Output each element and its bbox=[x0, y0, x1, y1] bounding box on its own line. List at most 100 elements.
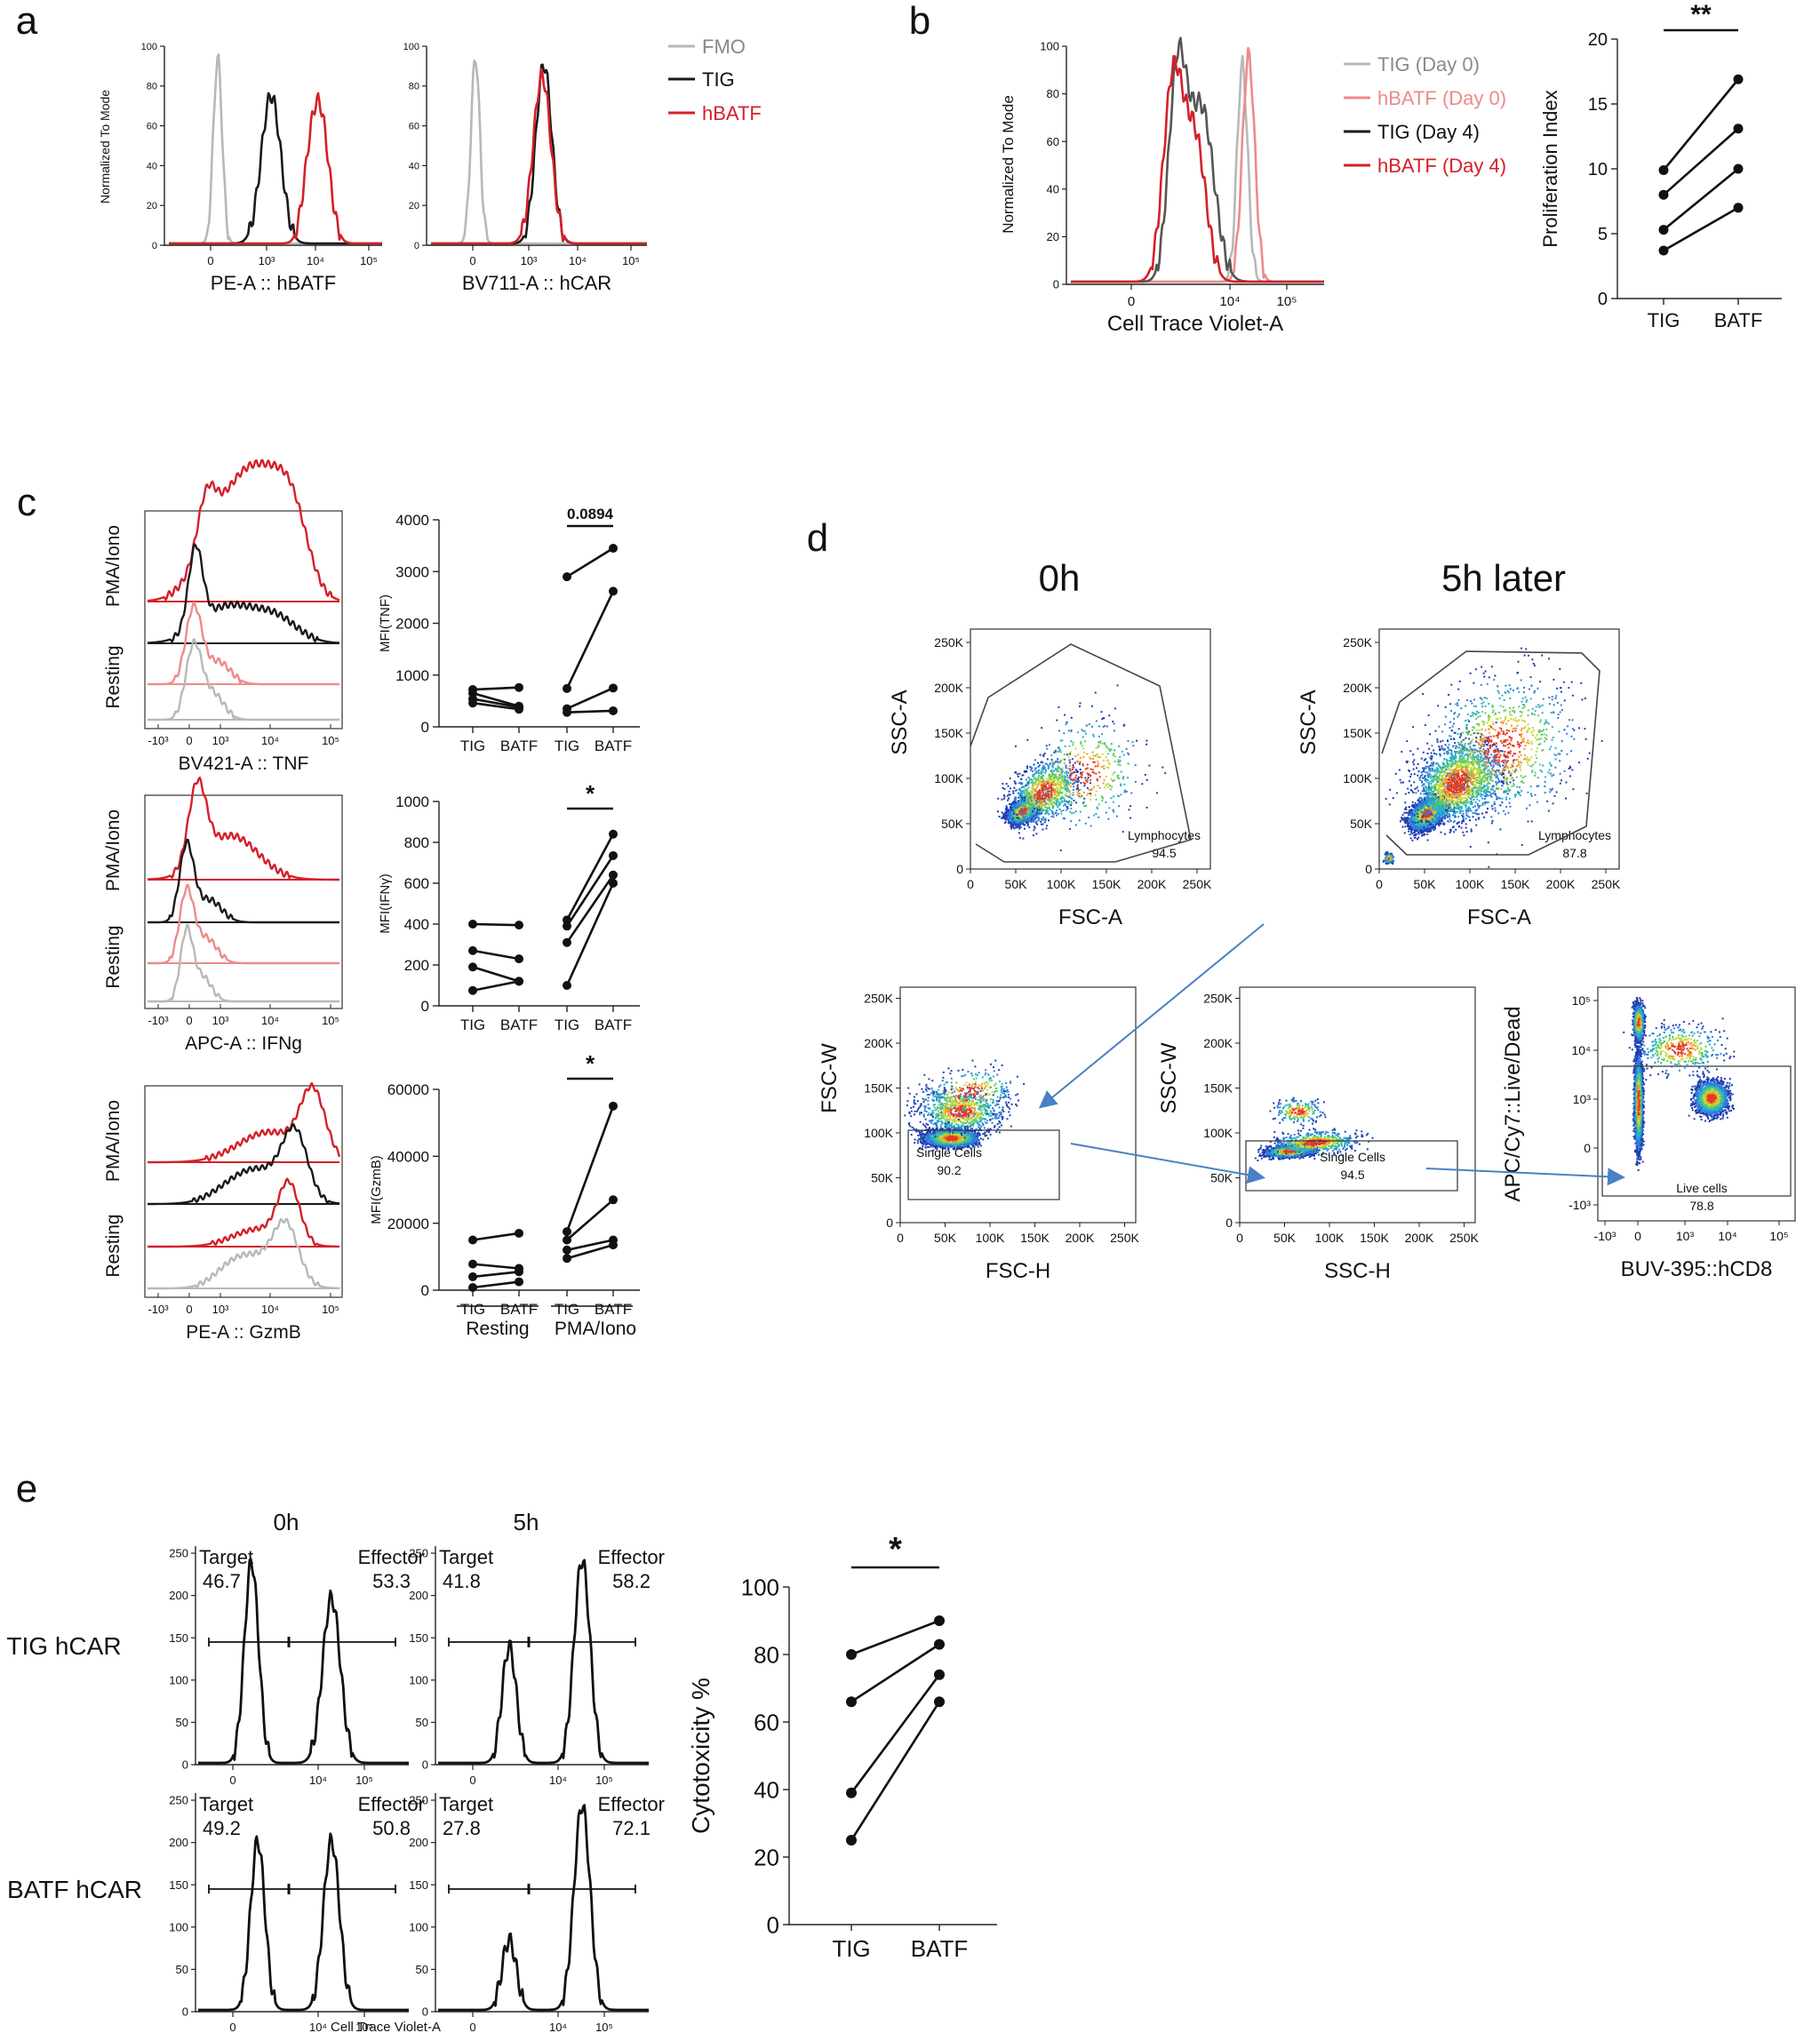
panel-a-yaxis-label: 40 bbox=[409, 161, 419, 171]
mfi-gzmb-chart-ylabel: MFI(GzmB) bbox=[369, 1155, 384, 1224]
panel-d-xtick-label: 0 bbox=[967, 877, 974, 891]
legend-label: hBATF bbox=[702, 102, 762, 124]
cytotoxicity-chart-data-point bbox=[934, 1638, 945, 1650]
panel-d-xtick-label: 0 bbox=[1236, 1231, 1243, 1245]
panel-d-ytick-label: 50K bbox=[871, 1171, 894, 1185]
mfi-tnf-chart-series-line bbox=[565, 590, 615, 690]
panel-c-xtick-label: 10⁵ bbox=[322, 1303, 339, 1316]
effector-value: 50.8 bbox=[372, 1817, 411, 1839]
proliferation-chart-data-point bbox=[1733, 74, 1744, 84]
panel-e-yaxis-label: 200 bbox=[169, 1836, 188, 1849]
panel-d-xtick-label: 100K bbox=[1047, 877, 1076, 891]
target-label: Target bbox=[199, 1546, 253, 1568]
panel-c-xtick-label: 10³ bbox=[212, 734, 229, 747]
proliferation-chart-data-point bbox=[1658, 245, 1669, 256]
mfi-ifng-chart-series-line bbox=[472, 980, 520, 993]
mfi-gzmb-chart-data-point bbox=[609, 1195, 618, 1205]
panel-d-ytick-label: 250K bbox=[934, 635, 963, 650]
mfi-gzmb-chart-data-point bbox=[609, 1101, 618, 1111]
panel-d-scatter-points bbox=[997, 684, 1167, 851]
panel-c-histogram bbox=[148, 777, 339, 881]
panel-e-yaxis-label: 200 bbox=[169, 1589, 188, 1602]
panel-c-xtick-label: 10⁵ bbox=[322, 734, 339, 747]
mfi-tnf-chart-data-point bbox=[609, 544, 618, 554]
panel-a-xtick-label: 10⁵ bbox=[360, 254, 378, 267]
panel-a-yaxis-label: 40 bbox=[147, 161, 157, 171]
panel-e-row-label: BATF hCAR bbox=[7, 1876, 142, 1903]
panel-c-label-resting: Resting bbox=[103, 925, 124, 988]
panel-d-title-5h: 5h later bbox=[1441, 557, 1566, 599]
effector-label: Effector bbox=[358, 1793, 425, 1815]
panel-c-xtick-label: 10⁵ bbox=[322, 1014, 339, 1027]
panel-b-yaxis-label: 80 bbox=[1047, 87, 1059, 100]
mfi-gzmb-chart-series-line bbox=[565, 1105, 615, 1232]
panel-d-ytick-label: 100K bbox=[864, 1126, 893, 1140]
panel-d-scatter-points bbox=[1382, 647, 1603, 868]
effector-label: Effector bbox=[598, 1793, 665, 1815]
panel-d-ytick-label: 100K bbox=[934, 771, 963, 785]
panel-d-ytick-label: -10³ bbox=[1569, 1198, 1591, 1212]
cytotoxicity-chart-series-line bbox=[850, 1643, 940, 1703]
target-label: Target bbox=[439, 1546, 493, 1568]
panel-d-scatter-frame bbox=[1378, 628, 1620, 870]
panel-a-yaxis-label: 0 bbox=[414, 241, 419, 251]
panel-e-yaxis-label: 0 bbox=[422, 2005, 428, 2019]
legend-label: TIG (Day 0) bbox=[1377, 53, 1480, 76]
mfi-tnf-chart-data-point bbox=[563, 683, 571, 693]
mfi-tnf-chart-ytick-label: 4000 bbox=[395, 512, 429, 529]
cytotoxicity-chart-category-label: BATF bbox=[911, 1935, 969, 1962]
panel-e-histogram bbox=[437, 1804, 650, 2012]
panel-a-xtick-label: 10³ bbox=[521, 254, 538, 267]
panel-e-xtick-label: 10⁴ bbox=[549, 1774, 567, 1787]
panel-e-xtick-label: 0 bbox=[229, 2021, 235, 2033]
panel-d-xtick-label: 150K bbox=[1092, 877, 1122, 891]
panel-e-yaxis-label: 150 bbox=[169, 1878, 188, 1892]
mfi-ifng-chart-ytick-label: 400 bbox=[404, 916, 429, 933]
panel-d-gate-name: Live cells bbox=[1676, 1181, 1728, 1195]
panel-d-ytick-label: 0 bbox=[886, 1216, 893, 1230]
panel-e-xtick-label: 10⁵ bbox=[355, 1774, 373, 1787]
panel-d-ytick-label: 50K bbox=[1210, 1171, 1233, 1185]
mfi-tnf-chart-data-point bbox=[609, 683, 618, 693]
mfi-tnf-chart-ytick-label: 2000 bbox=[395, 616, 429, 633]
proliferation-chart-series-line bbox=[1663, 206, 1739, 252]
panel-e-yaxis-label: 150 bbox=[409, 1631, 428, 1645]
panel-d-ytick-label: 10⁵ bbox=[1572, 993, 1591, 1008]
panel-d-ytick-label: 0 bbox=[1365, 862, 1372, 876]
panel-c-histogram-frame bbox=[144, 794, 343, 1009]
panel-d-xlabel: FSC-A bbox=[1467, 905, 1531, 929]
panel-e-xtick-label: 10⁵ bbox=[595, 2021, 613, 2033]
mfi-ifng-chart-ylabel: MFI(IFNγ) bbox=[378, 873, 393, 933]
mfi-gzmb-chart-data-point bbox=[468, 1282, 477, 1292]
panel-d-ytick-label: 100K bbox=[1203, 1126, 1233, 1140]
proliferation-chart-series-line bbox=[1663, 127, 1739, 196]
panel-d-gate-name: Single Cells bbox=[1320, 1150, 1385, 1164]
effector-value: 53.3 bbox=[372, 1570, 411, 1592]
mfi-tnf-chart-ytick-label: 3000 bbox=[395, 563, 429, 580]
panel-e-yaxis-label: 150 bbox=[169, 1631, 188, 1645]
mfi-ifng-chart-data-point bbox=[515, 954, 523, 964]
mfi-tnf-chart-series-line bbox=[472, 701, 520, 711]
panel-d-scatter-points bbox=[1623, 997, 1736, 1171]
panel-d-gate-name: Lymphocytes bbox=[1538, 828, 1611, 842]
panel-a-yaxis-label: 20 bbox=[409, 201, 419, 211]
gating-arrow bbox=[1070, 1143, 1265, 1184]
target-label: Target bbox=[439, 1793, 493, 1815]
mfi-ifng-chart-series-line bbox=[472, 922, 520, 927]
proliferation-chart-series-line bbox=[1662, 78, 1740, 171]
fmo-histogram bbox=[169, 53, 382, 245]
proliferation-chart-data-point bbox=[1733, 163, 1744, 174]
panel-d-gate-name: Single Cells bbox=[916, 1145, 982, 1160]
panel-c-xtick-label: 10⁴ bbox=[261, 734, 279, 747]
proliferation-chart-significance-label: ** bbox=[1690, 0, 1712, 29]
panel-c-xtick-label: 10³ bbox=[212, 1014, 229, 1027]
tig-day0-histogram bbox=[1071, 54, 1324, 283]
panel-c-xlabel: BV421-A :: TNF bbox=[179, 753, 309, 774]
single-cells-gate-ssc bbox=[1245, 1140, 1458, 1192]
panel-c-xtick-label: -10³ bbox=[148, 734, 169, 747]
mfi-tnf-chart-series-line bbox=[472, 691, 520, 707]
mfi-tnf-chart-data-point bbox=[563, 707, 571, 717]
cytotoxicity-chart-series-line bbox=[850, 1701, 941, 1841]
panel-a-xtick-label: 10⁴ bbox=[569, 254, 587, 267]
panel-d-ytick-label: 0 bbox=[1584, 1141, 1591, 1155]
